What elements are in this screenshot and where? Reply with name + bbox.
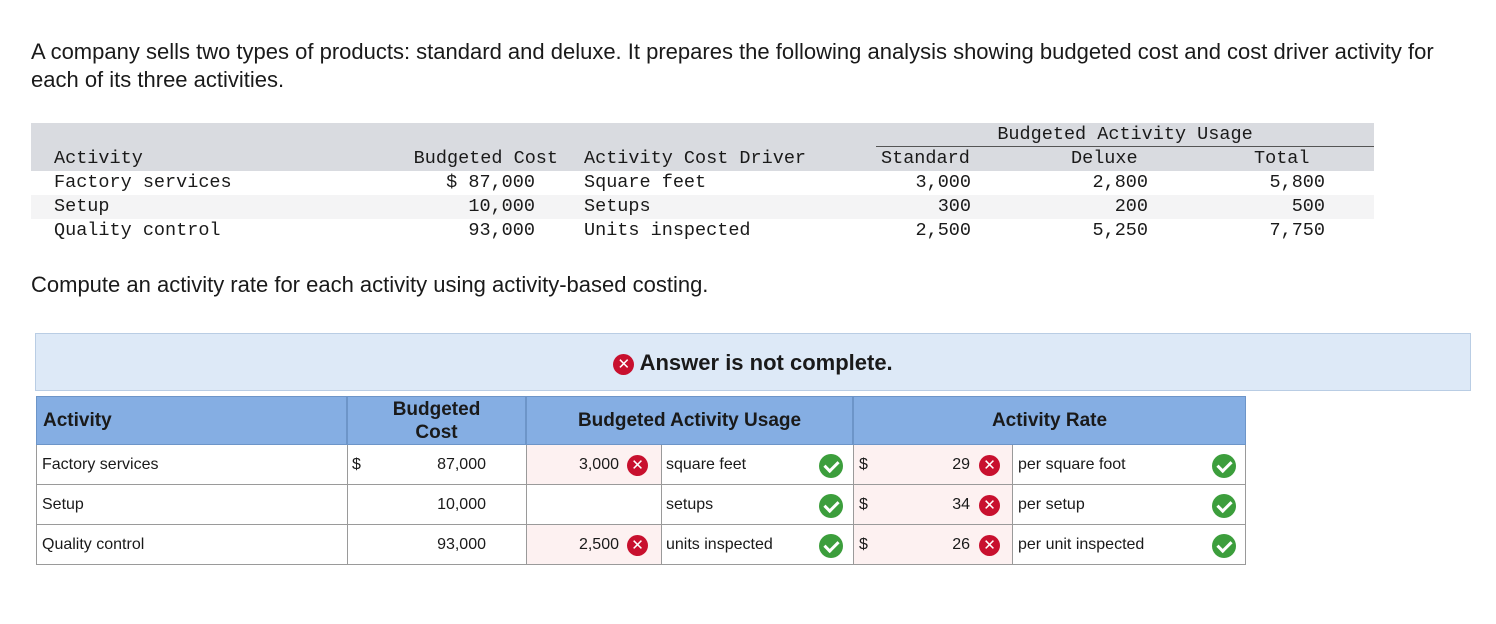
rate-unit-select[interactable]: per square foot <box>1018 456 1126 473</box>
divider <box>347 445 348 565</box>
data-row-driver: Square feet <box>584 172 707 193</box>
rate-unit-select[interactable]: per setup <box>1018 496 1085 513</box>
header-budgeted-cost: Budgeted Cost <box>347 396 526 445</box>
col-budgeted-cost: Budgeted Cost <box>413 148 558 169</box>
row-budgeted-cost: 87,000 <box>437 456 486 473</box>
rate-dollar-sign: $ <box>859 496 868 513</box>
rate-dollar-sign: $ <box>859 456 868 473</box>
data-row-activity: Quality control <box>54 220 221 241</box>
x-icon: ✕ <box>627 535 648 556</box>
usage-input[interactable]: 3,000 <box>578 456 619 473</box>
problem-intro: A company sells two types of products: s… <box>31 39 1434 92</box>
row-budgeted-cost: 93,000 <box>437 536 486 553</box>
header-budgeted-cost-line2: Cost <box>415 422 458 443</box>
answer-table: Activity Budgeted Cost Budgeted Activity… <box>36 396 1246 567</box>
rate-unit-select[interactable]: per unit inspected <box>1018 536 1145 553</box>
unit-select[interactable]: square feet <box>666 456 747 473</box>
table-row <box>36 525 1246 565</box>
header-usage: Budgeted Activity Usage <box>526 396 853 445</box>
row-activity: Factory services <box>42 456 159 473</box>
data-row-deluxe: 5,250 <box>1092 220 1148 241</box>
col-driver: Activity Cost Driver <box>584 148 807 169</box>
usage-input[interactable]: 2,500 <box>578 536 619 553</box>
usage-group-rule <box>876 146 1374 147</box>
rate-input[interactable]: 26 <box>952 536 970 553</box>
header-budgeted-cost-line1: Budgeted <box>392 399 481 420</box>
check-icon <box>1212 494 1236 518</box>
check-icon <box>819 534 843 558</box>
rate-input[interactable]: 34 <box>952 496 970 513</box>
data-row-activity: Factory services <box>54 172 232 193</box>
data-row-activity: Setup <box>54 196 110 217</box>
data-row-total: 5,800 <box>1269 172 1325 193</box>
table-row <box>36 445 1246 485</box>
check-icon <box>1212 534 1236 558</box>
data-row-standard: 2,500 <box>915 220 971 241</box>
check-icon <box>819 454 843 478</box>
check-icon <box>1212 454 1236 478</box>
x-icon: ✕ <box>979 535 1000 556</box>
data-row-driver: Units inspected <box>584 220 751 241</box>
header-band <box>31 123 1374 171</box>
answer-status-text: Answer is not complete. <box>639 350 893 375</box>
col-deluxe: Deluxe <box>1071 148 1138 169</box>
data-row-deluxe: 2,800 <box>1092 172 1148 193</box>
answer-status: ✕ Answer is not complete. <box>36 350 1470 376</box>
unit-select[interactable]: setups <box>666 496 714 513</box>
row-budgeted-cost: 10,000 <box>437 496 486 513</box>
data-row-total: 500 <box>1291 196 1325 217</box>
x-icon: ✕ <box>627 455 648 476</box>
data-row-cost: 10,000 <box>468 196 535 217</box>
usage-group-header: Budgeted Activity Usage <box>997 124 1253 145</box>
divider <box>853 445 854 565</box>
activity-data-table: Budgeted Activity Usage Activity Budgete… <box>31 123 1374 249</box>
rate-input[interactable]: 29 <box>952 456 970 473</box>
data-row-cost: 93,000 <box>468 220 535 241</box>
x-icon: ✕ <box>979 455 1000 476</box>
answer-status-banner: ✕ Answer is not complete. <box>35 333 1471 391</box>
rate-dollar-sign: $ <box>859 536 868 553</box>
question-text: Compute an activity rate for each activi… <box>31 272 709 297</box>
divider <box>36 445 37 565</box>
row-dollar-sign: $ <box>352 456 361 473</box>
col-standard: Standard <box>881 148 970 169</box>
divider <box>1012 445 1013 565</box>
header-activity-rate: Activity Rate <box>853 396 1246 445</box>
x-icon: ✕ <box>613 354 635 375</box>
divider <box>661 445 662 565</box>
check-icon <box>819 494 843 518</box>
col-total: Total <box>1254 148 1310 169</box>
unit-select[interactable]: units inspected <box>666 536 773 553</box>
data-row-driver: Setups <box>584 196 651 217</box>
x-icon: ✕ <box>979 495 1000 516</box>
header-activity-label: Activity <box>43 410 112 431</box>
data-row-total: 7,750 <box>1269 220 1325 241</box>
divider <box>1245 445 1246 565</box>
row-activity: Quality control <box>42 536 145 553</box>
header-rate-label: Activity Rate <box>991 410 1108 431</box>
col-activity: Activity <box>54 148 143 169</box>
table-row <box>36 485 1246 525</box>
data-row-standard: 300 <box>937 196 971 217</box>
header-activity: Activity <box>36 396 347 445</box>
row-band <box>31 195 1374 219</box>
header-usage-label: Budgeted Activity Usage <box>577 410 802 431</box>
row-activity: Setup <box>42 496 84 513</box>
divider <box>526 445 527 565</box>
data-row-deluxe: 200 <box>1114 196 1148 217</box>
data-row-standard: 3,000 <box>915 172 971 193</box>
data-row-cost: $ 87,000 <box>446 172 535 193</box>
